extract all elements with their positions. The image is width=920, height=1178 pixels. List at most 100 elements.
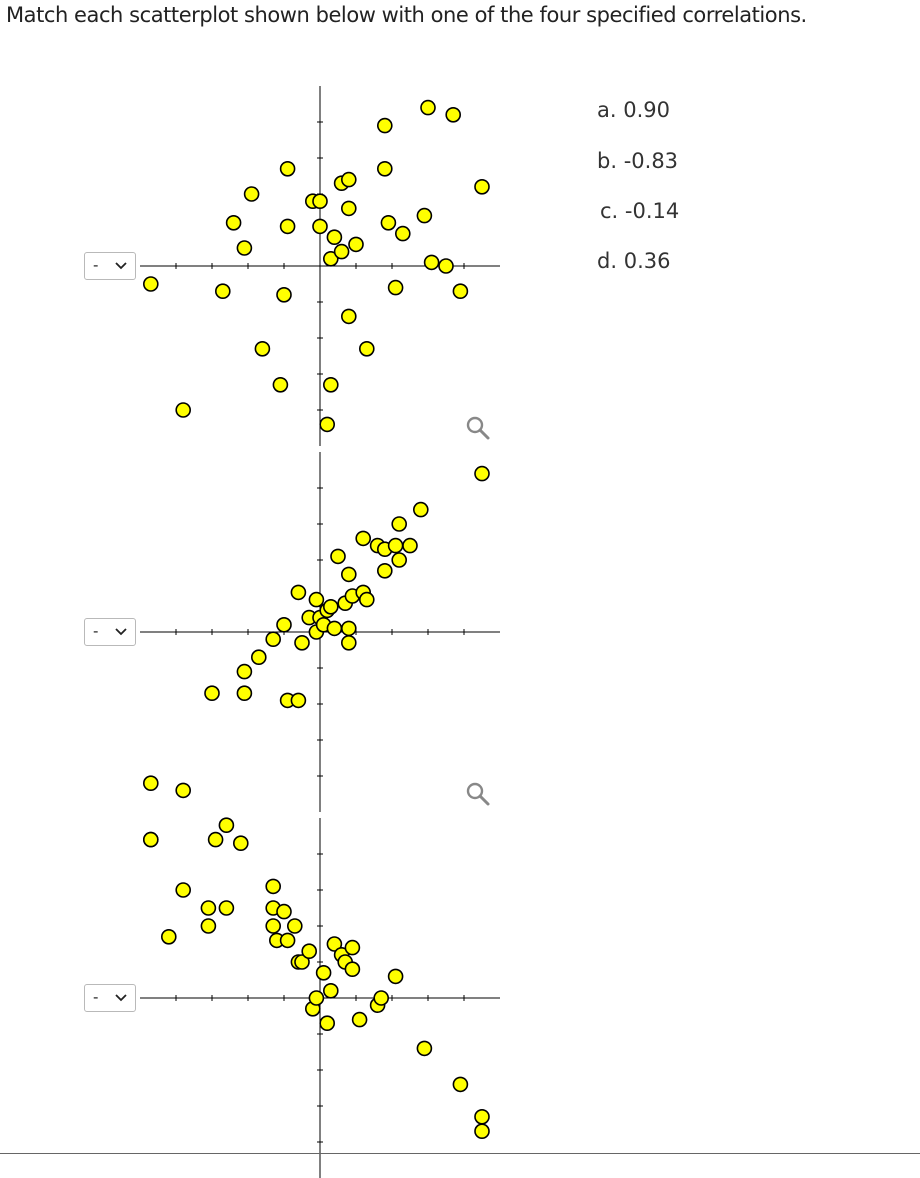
- scatter-point: [344, 939, 361, 956]
- scatter-point: [204, 685, 220, 701]
- scatterplot-3: [140, 817, 500, 1178]
- scatter-point: [236, 240, 253, 256]
- scatter-point: [200, 900, 217, 916]
- scatter-point: [341, 620, 357, 637]
- scatter-point: [452, 1076, 469, 1093]
- scatter-point: [254, 340, 271, 357]
- scatter-point: [143, 276, 159, 292]
- scatter-point: [276, 617, 292, 633]
- option-letter: b.: [597, 149, 618, 173]
- scatter-point: [423, 254, 440, 271]
- select-value: -: [93, 622, 99, 640]
- scatter-point: [387, 968, 404, 985]
- scatter-point: [323, 599, 339, 615]
- scatter-point: [215, 283, 231, 299]
- scatter-point: [279, 218, 296, 235]
- scatter-point: [341, 635, 357, 651]
- option-d: d. 0.36: [580, 249, 670, 273]
- select-value: -: [93, 256, 99, 274]
- scatter-point: [276, 903, 292, 920]
- scatter-point: [175, 782, 192, 799]
- scatter-point: [143, 775, 159, 792]
- scatter-point: [175, 882, 192, 898]
- scatter-point: [301, 943, 317, 959]
- scatter-point: [387, 279, 404, 296]
- scatter-point: [308, 990, 325, 1006]
- magnifier-icon[interactable]: [462, 410, 496, 444]
- scatter-point: [326, 229, 343, 245]
- scatter-point: [294, 635, 310, 651]
- scatter-point: [438, 258, 454, 274]
- correlation-select-2[interactable]: -: [84, 618, 136, 646]
- scatter-point: [290, 584, 307, 601]
- scatter-point: [326, 936, 343, 952]
- scatter-point: [312, 218, 328, 235]
- scatter-point: [207, 831, 224, 848]
- scatter-point: [420, 99, 436, 116]
- scatterplot-2: [140, 452, 500, 812]
- correlation-select-1[interactable]: -: [84, 252, 136, 280]
- scatter-point: [373, 990, 389, 1006]
- scatter-point: [474, 179, 490, 195]
- option-value: -0.14: [624, 199, 680, 223]
- scatter-point: [341, 308, 357, 325]
- scatter-point: [294, 954, 310, 970]
- chevron-down-icon: [115, 262, 127, 270]
- question-prompt: Match each scatterplot shown below with …: [6, 3, 807, 27]
- scatter-point: [326, 620, 343, 637]
- scatter-point: [218, 817, 235, 833]
- scatter-point: [341, 566, 357, 583]
- scatter-point: [377, 563, 393, 579]
- scatter-point: [160, 929, 177, 945]
- scatter-point: [279, 161, 296, 177]
- scatter-point: [377, 161, 393, 177]
- scatterplot-1: [140, 86, 500, 446]
- scatter-point: [243, 186, 260, 202]
- scatter-point: [272, 376, 289, 393]
- scatter-point: [445, 106, 462, 123]
- bottom-divider: [0, 1153, 920, 1154]
- scatter-point: [265, 918, 281, 934]
- option-value: 0.90: [623, 98, 670, 122]
- scatter-point: [474, 1123, 490, 1140]
- scatter-point: [341, 171, 357, 188]
- scatter-point: [236, 685, 253, 701]
- scatter-point: [175, 402, 192, 418]
- scatter-point: [355, 530, 371, 547]
- option-letter: a.: [597, 98, 617, 122]
- scatter-point: [387, 537, 404, 554]
- select-value: -: [93, 988, 99, 1006]
- scatter-point: [290, 692, 307, 709]
- option-letter: d.: [597, 249, 618, 273]
- scatter-point: [359, 591, 375, 608]
- scatter-point: [276, 287, 292, 303]
- scatter-point: [377, 117, 393, 134]
- scatter-point: [251, 649, 267, 665]
- chevron-down-icon: [115, 628, 127, 636]
- scatter-point: [319, 1015, 335, 1031]
- scatter-point: [348, 236, 364, 253]
- scatter-point: [279, 932, 296, 949]
- scatter-point: [323, 983, 339, 999]
- scatter-point: [265, 878, 281, 895]
- option-a: a. 0.90: [580, 98, 670, 122]
- scatter-point: [236, 663, 253, 680]
- scatter-point: [315, 965, 332, 981]
- scatter-point: [287, 918, 303, 934]
- scatter-point: [351, 1011, 368, 1028]
- option-value: 0.36: [623, 249, 671, 273]
- scatter-point: [330, 548, 346, 565]
- scatter-point: [265, 631, 281, 647]
- scatter-point: [323, 251, 339, 267]
- option-value: -0.83: [623, 149, 679, 173]
- scatter-point: [143, 831, 159, 848]
- scatter-point: [225, 215, 242, 231]
- scatter-point: [412, 501, 429, 518]
- scatter-point: [380, 215, 397, 231]
- option-letter: c.: [600, 199, 619, 223]
- correlation-select-3[interactable]: -: [84, 984, 136, 1012]
- scatter-point: [308, 591, 325, 608]
- magnifier-icon[interactable]: [462, 776, 496, 810]
- scatter-point: [319, 416, 335, 433]
- scatter-point: [341, 200, 357, 217]
